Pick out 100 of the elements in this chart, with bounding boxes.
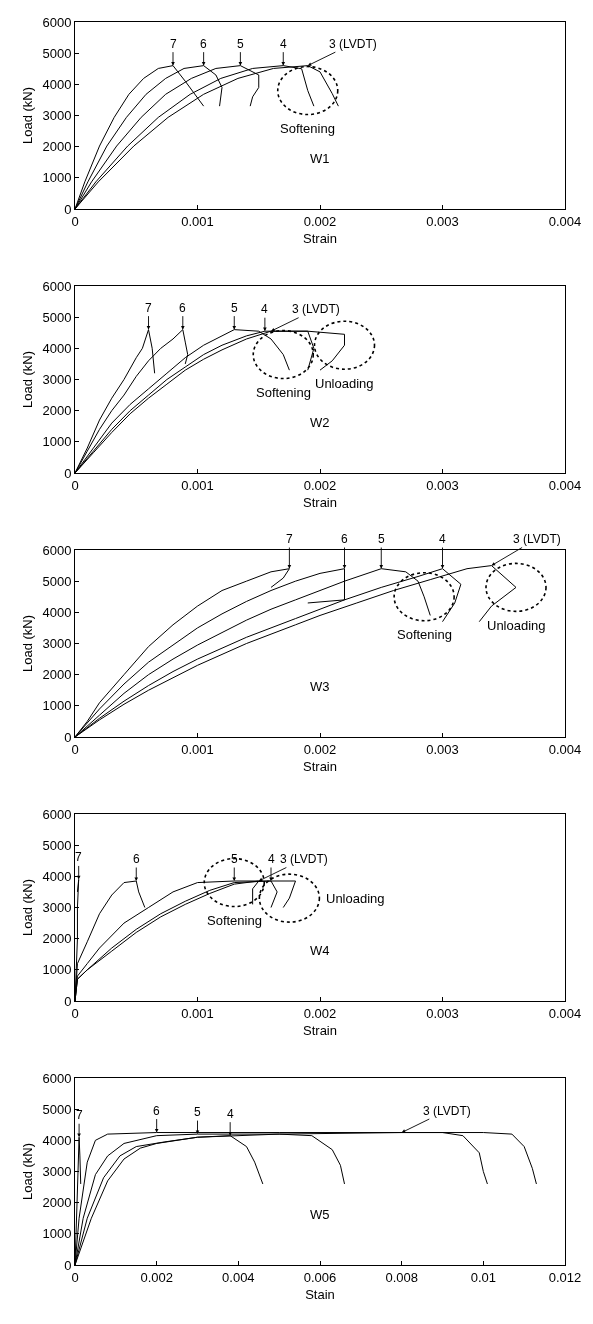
x-tick-label: 0.003 <box>426 477 459 493</box>
y-tick-label: 6000 <box>42 542 72 558</box>
annotation: W2 <box>310 415 330 430</box>
y-tick-label: 1000 <box>42 434 72 450</box>
x-tick-label: 0.003 <box>426 1005 459 1021</box>
x-tick-label: 0.004 <box>548 741 582 757</box>
y-tick-label: 5000 <box>42 1101 72 1117</box>
y-tick-label: 2000 <box>42 667 72 683</box>
series-label: 7 <box>286 532 293 546</box>
x-tick-label: 0.001 <box>181 1005 214 1021</box>
x-axis-title: Strain <box>303 1023 337 1039</box>
annotation: Softening <box>207 913 262 928</box>
text: 3 (LVDT) <box>513 532 561 546</box>
y-tick-label: 4000 <box>42 868 72 884</box>
x-axis-title: Strain <box>303 231 337 247</box>
y-tick-label: 5000 <box>42 573 72 589</box>
x-tick-label: 0.002 <box>303 1005 337 1021</box>
x-tick-label: 0.01 <box>470 1269 496 1285</box>
x-axis-title: Stain <box>305 1287 335 1303</box>
x-tick-label: 0.003 <box>426 213 459 229</box>
y-tick-label: 3000 <box>42 372 72 388</box>
x-tick-label: 0.004 <box>548 213 582 229</box>
y-tick-label: 4000 <box>42 340 72 356</box>
annotation: Softening <box>256 385 311 400</box>
series-label: 7 <box>75 850 82 864</box>
y-tick-label: 1000 <box>42 1226 72 1242</box>
y-axis-title: Load (kN) <box>20 878 36 937</box>
x-tick-label: 0.006 <box>303 1269 337 1285</box>
series-label: 6 <box>133 852 140 866</box>
series-label: 6 <box>200 37 207 51</box>
x-tick-label: 0.002 <box>303 741 337 757</box>
x-tick-label: 0.004 <box>548 1005 582 1021</box>
y-tick-label: 6000 <box>42 14 72 30</box>
y-tick-label: 0 <box>64 1257 72 1273</box>
series-label: 6 <box>179 301 186 315</box>
y-tick-label: 0 <box>64 465 72 481</box>
x-axis-title: Strain <box>303 495 337 511</box>
y-axis-title: Load (kN) <box>20 1142 36 1201</box>
y-tick-label: 2000 <box>42 403 72 419</box>
series-label: 7 <box>170 37 177 51</box>
y-tick-label: 1000 <box>42 170 72 186</box>
y-tick-label: 3000 <box>42 900 72 916</box>
y-tick-label: 2000 <box>42 931 72 947</box>
y-tick-label: 3000 <box>42 636 72 652</box>
x-tick-label: 0.012 <box>548 1269 582 1285</box>
series-label: 4 <box>280 37 287 51</box>
y-axis-title: Load (kN) <box>20 614 36 673</box>
annotation: Softening <box>397 627 452 642</box>
series-label: 6 <box>153 1104 160 1118</box>
y-tick-label: 6000 <box>42 1070 72 1086</box>
annotation: W1 <box>310 151 330 166</box>
y-tick-label: 5000 <box>42 45 72 61</box>
y-axis-title: Load (kN) <box>20 86 36 145</box>
series-label: 4 <box>227 1107 234 1121</box>
annotation: Unloading <box>487 618 546 633</box>
x-tick-label: 0.002 <box>140 1269 173 1285</box>
series-label: 7 <box>145 301 152 315</box>
y-tick-label: 5000 <box>42 837 72 853</box>
series-label: 6 <box>341 532 348 546</box>
y-tick-label: 0 <box>64 729 72 745</box>
y-tick-label: 6000 <box>42 278 72 294</box>
annotation: Unloading <box>326 891 385 906</box>
y-tick-label: 2000 <box>42 1195 72 1211</box>
x-tick-label: 0.001 <box>181 213 214 229</box>
y-tick-label: 2000 <box>42 139 72 155</box>
annotation: Softening <box>280 121 335 136</box>
y-tick-label: 3000 <box>42 1164 72 1180</box>
y-tick-label: 3000 <box>42 108 72 124</box>
x-tick-label: 0.004 <box>222 1269 255 1285</box>
y-tick-label: 5000 <box>42 309 72 325</box>
annotation: W3 <box>310 679 330 694</box>
series-label: 4 <box>268 852 275 866</box>
series-label: 4 <box>261 302 268 316</box>
series-label: 3 (LVDT) <box>423 1104 471 1118</box>
y-tick-label: 6000 <box>42 806 72 822</box>
series-label: 3 (LVDT) <box>329 37 377 51</box>
series-label: 5 <box>237 37 244 51</box>
y-tick-label: 0 <box>64 993 72 1009</box>
x-tick-label: 0.001 <box>181 741 214 757</box>
y-tick-label: 1000 <box>42 698 72 714</box>
y-axis-title: Load (kN) <box>20 350 36 409</box>
x-tick-label: 0.001 <box>181 477 214 493</box>
series-label: 5 <box>231 852 238 866</box>
x-tick-label: 0.002 <box>303 477 337 493</box>
series-label: 4 <box>439 532 446 546</box>
annotation: W5 <box>310 1207 330 1222</box>
y-tick-label: 1000 <box>42 962 72 978</box>
y-tick-label: 4000 <box>42 1132 72 1148</box>
x-tick-label: 0.004 <box>548 477 582 493</box>
x-tick-label: 0.008 <box>385 1269 418 1285</box>
annotation: W4 <box>310 943 330 958</box>
x-axis-title: Strain <box>303 759 337 775</box>
y-tick-label: 0 <box>64 201 72 217</box>
series-label: 5 <box>194 1105 201 1119</box>
y-tick-label: 4000 <box>42 76 72 92</box>
series-label: 3 (LVDT) <box>292 302 340 316</box>
series-label: 7 <box>76 1108 83 1122</box>
series-label: 3 (LVDT) <box>280 852 328 866</box>
x-tick-label: 0.002 <box>303 213 337 229</box>
series-label: 5 <box>231 301 238 315</box>
